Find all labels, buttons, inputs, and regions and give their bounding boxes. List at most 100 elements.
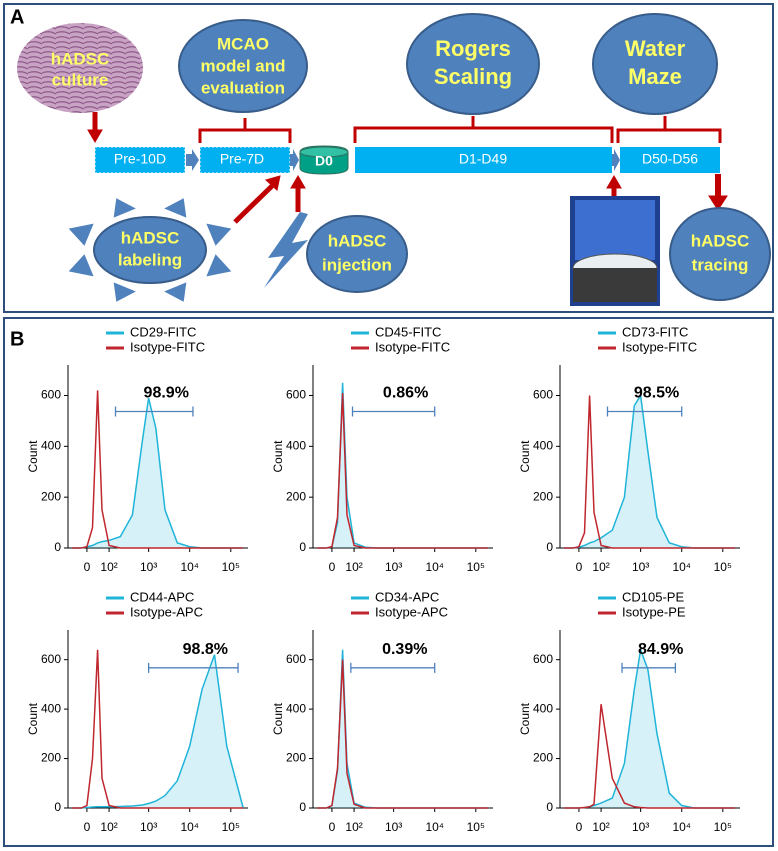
photo-base	[573, 268, 657, 302]
y-tick-label: 0	[299, 800, 306, 814]
bubble	[592, 13, 718, 115]
x-tick-label: 10³	[140, 560, 157, 574]
y-axis-label: Count	[26, 702, 40, 735]
y-tick-label: 400	[533, 439, 553, 453]
bracket	[616, 116, 722, 143]
gate	[350, 662, 436, 673]
y-tick-label: 600	[286, 388, 306, 402]
water-maze-photo	[570, 196, 660, 306]
arrow-head	[87, 129, 103, 143]
arrow-head	[290, 175, 306, 189]
star-ray	[113, 198, 136, 218]
gate	[147, 662, 239, 673]
timeline-text: D1-D49	[459, 151, 507, 167]
y-axis-label: Count	[518, 702, 532, 735]
legend-label: Isotype-FITC	[130, 339, 205, 354]
x-tick-label: 10²	[100, 560, 117, 574]
x-tick-label: 10²	[592, 820, 609, 834]
x-tick-label: 0	[576, 560, 583, 574]
gate	[606, 406, 683, 417]
culture-text: hADSC	[51, 49, 110, 68]
y-axis-label: Count	[271, 702, 285, 735]
arrow	[233, 184, 274, 224]
timeline-text: Pre-7D	[220, 151, 264, 167]
y-tick-label: 200	[286, 489, 306, 503]
histogram-curve	[316, 659, 489, 809]
legend-label: CD34-APC	[375, 589, 439, 604]
timeline-box	[620, 147, 720, 173]
x-tick-label: 0	[329, 820, 336, 834]
gate-label: 0.86%	[383, 385, 428, 402]
legend-label: CD73-FITC	[622, 324, 688, 339]
x-tick-label: 10²	[100, 820, 117, 834]
x-tick-label: 10³	[632, 560, 649, 574]
star-ray	[206, 254, 232, 277]
x-tick-label: 10⁵	[714, 560, 732, 574]
x-tick-label: 10²	[345, 560, 362, 574]
x-tick-label: 10³	[385, 820, 402, 834]
y-axis-label: Count	[26, 440, 40, 473]
star-ray	[113, 282, 136, 302]
timeline-arrow	[290, 149, 299, 171]
panel-b-frame	[3, 317, 774, 847]
gate-label: 84.9%	[638, 641, 683, 658]
star-ray	[164, 198, 187, 218]
timeline-box	[355, 147, 612, 173]
bubble	[178, 19, 308, 113]
legend-label: CD44-APC	[130, 589, 194, 604]
y-axis-label: Count	[518, 440, 532, 473]
lightning	[264, 212, 308, 288]
x-tick-label: 10⁵	[222, 820, 240, 834]
bracket	[353, 116, 614, 143]
x-tick-label: 10⁴	[672, 820, 691, 834]
timeline-text: D50-D56	[642, 151, 698, 167]
gate	[351, 406, 436, 417]
panel-label: A	[10, 6, 24, 28]
x-tick-label: 0	[576, 820, 583, 834]
timeline-box	[94, 146, 186, 174]
histogram-curve	[71, 649, 244, 809]
star-ray	[164, 282, 187, 302]
gate	[621, 662, 676, 673]
bubble-text: hADSC	[121, 228, 180, 247]
bubble-text: evaluation	[201, 78, 285, 97]
x-tick-label: 0	[329, 560, 336, 574]
bubble-text: hADSC	[691, 231, 750, 250]
bubble	[306, 215, 408, 293]
bubble	[406, 13, 540, 115]
legend-label: Isotype-APC	[375, 604, 448, 619]
legend-label: CD29-FITC	[130, 324, 196, 339]
x-tick-label: 10⁴	[425, 560, 444, 574]
photo-curtain	[575, 200, 655, 260]
bubble-text: hADSC	[328, 231, 387, 250]
timeline-arrow	[612, 149, 620, 171]
y-tick-label: 600	[41, 388, 61, 402]
bubble-text: Maze	[628, 64, 682, 89]
gate-label: 98.5%	[634, 385, 679, 402]
x-tick-label: 0	[84, 820, 91, 834]
histogram-curve	[316, 392, 489, 549]
legend-label: Isotype-APC	[130, 604, 203, 619]
x-tick-label: 10³	[385, 560, 402, 574]
bubble	[669, 207, 771, 301]
gate-label: 98.9%	[144, 385, 189, 402]
x-tick-label: 10²	[592, 560, 609, 574]
bubble-text: Water	[625, 36, 686, 61]
y-tick-label: 0	[546, 540, 553, 554]
arrow-head	[708, 195, 728, 211]
x-tick-label: 0	[84, 560, 91, 574]
y-tick-label: 200	[41, 489, 61, 503]
y-tick-label: 600	[533, 652, 553, 666]
x-tick-label: 10⁵	[467, 560, 485, 574]
arrow-head	[264, 175, 281, 191]
gate	[114, 406, 194, 417]
histogram-curve	[71, 654, 244, 809]
y-tick-label: 200	[41, 751, 61, 765]
gate-label: 0.39%	[382, 641, 427, 658]
x-tick-label: 10⁵	[222, 560, 240, 574]
bubble-text: Scaling	[434, 64, 512, 89]
star-ray	[206, 223, 232, 246]
x-tick-label: 10⁴	[425, 820, 444, 834]
